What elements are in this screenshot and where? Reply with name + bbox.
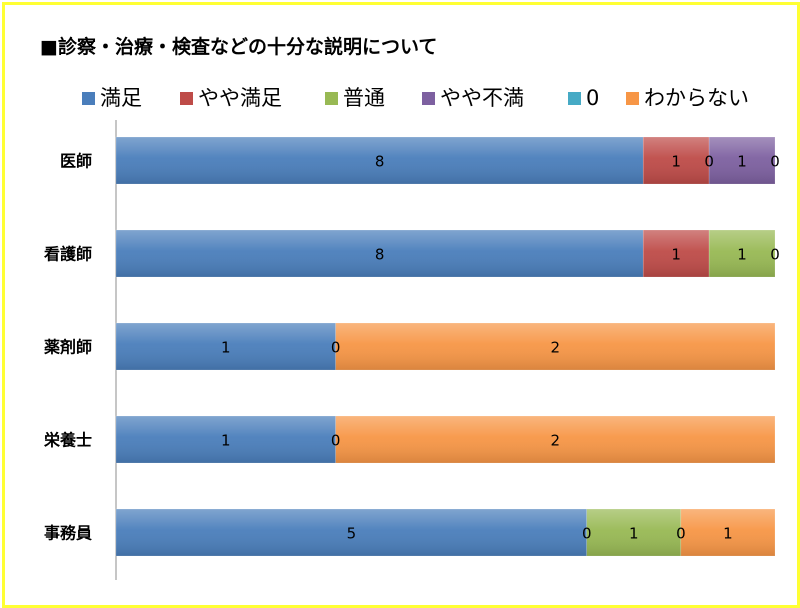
- data-label-4-3: 0: [676, 525, 686, 543]
- legend-label-3: やや不満: [440, 86, 524, 110]
- data-label-0-1: 1: [671, 153, 681, 171]
- bar-shade-4-5: [680, 509, 775, 556]
- data-label-3-5: 2: [551, 432, 561, 450]
- bar-shade-1-0: [116, 230, 644, 277]
- legend-label-1: やや満足: [198, 86, 282, 110]
- legend-label-5: わからない: [644, 86, 749, 110]
- bar-shade-0-0: [116, 137, 644, 184]
- legend-swatch-5: [626, 92, 639, 105]
- data-label-0-3: 1: [737, 153, 747, 171]
- bar-shade-0-3: [709, 137, 775, 184]
- legend-swatch-3: [422, 92, 435, 105]
- bar-shade-4-0: [116, 509, 587, 556]
- data-label-2-0: 1: [221, 339, 231, 357]
- data-label-1-0: 8: [375, 246, 385, 264]
- bar-shade-3-0: [116, 416, 336, 463]
- data-labels: 8 1 0 1 0 8 1 1 0 1 0 2 1 0 2 5 0 1 0 1: [221, 153, 780, 543]
- data-label-0-4: 0: [770, 153, 780, 171]
- y-tick-label-4: 事務員: [44, 524, 92, 543]
- bars: [115, 136, 776, 557]
- bar-shade-0-1: [643, 137, 710, 184]
- data-label-0-0: 8: [375, 153, 385, 171]
- bar-shade-2-0: [116, 323, 336, 370]
- data-label-2-1: 0: [331, 339, 341, 357]
- bar-shade-1-2: [709, 230, 775, 277]
- data-label-3-1: 0: [331, 432, 341, 450]
- data-label-4-2: 1: [629, 525, 639, 543]
- bar-shade-2-5: [335, 323, 775, 370]
- legend-swatch-1: [180, 92, 193, 105]
- y-tick-label-2: 薬剤師: [43, 338, 92, 357]
- data-label-3-0: 1: [221, 432, 231, 450]
- y-tick-label-0: 医師: [60, 152, 92, 171]
- data-label-0-2: 0: [704, 153, 714, 171]
- data-label-1-3: 0: [770, 246, 780, 264]
- bar-shade-1-1: [643, 230, 710, 277]
- y-tick-label-3: 栄養士: [43, 431, 92, 450]
- legend-label-4: 0: [586, 86, 599, 110]
- legend-swatch-4: [568, 92, 581, 105]
- legend: 満足 やや満足 普通 やや不満 0 わからない: [82, 86, 749, 110]
- data-label-4-5: 1: [723, 525, 733, 543]
- data-label-4-0: 5: [347, 525, 357, 543]
- chart-title: ■診察・治療・検査などの十分な説明について: [40, 36, 438, 58]
- bar-shade-4-2: [586, 509, 681, 556]
- bar-shade-3-5: [335, 416, 775, 463]
- legend-swatch-2: [325, 92, 338, 105]
- data-label-4-1: 0: [582, 525, 592, 543]
- legend-label-0: 満足: [100, 86, 142, 110]
- data-label-2-5: 2: [551, 339, 561, 357]
- legend-label-2: 普通: [343, 86, 385, 110]
- data-label-1-2: 1: [737, 246, 747, 264]
- data-label-1-1: 1: [671, 246, 681, 264]
- legend-swatch-0: [82, 92, 95, 105]
- y-tick-label-1: 看護師: [43, 245, 92, 264]
